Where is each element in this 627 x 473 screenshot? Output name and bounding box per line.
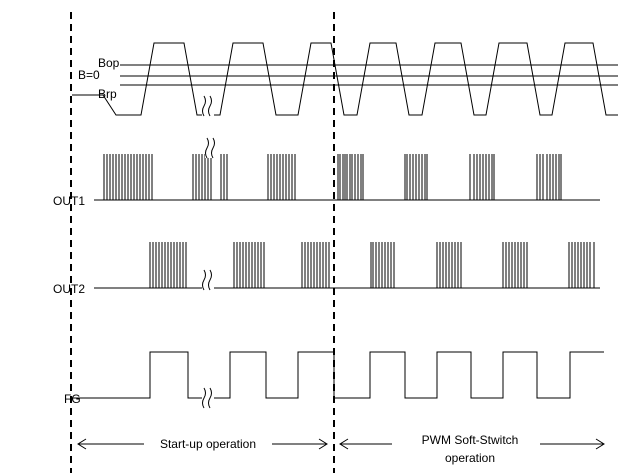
fg-waveform xyxy=(72,351,604,399)
label-out2: OUT2 xyxy=(53,282,85,296)
pwm-phase-label-line1: PWM Soft-Stwitch xyxy=(422,433,519,447)
out2-pulse-train xyxy=(149,242,595,288)
time-break-stroke-a xyxy=(202,95,206,117)
magnetic-field-waveform xyxy=(72,42,618,116)
time-break-stroke-b xyxy=(208,387,212,409)
time-break-stroke-b xyxy=(208,95,212,117)
startup-arrow xyxy=(77,438,328,450)
startup-phase-label: Start-up operation xyxy=(160,437,256,451)
out1-pulse-train xyxy=(103,154,562,200)
pwm-arrow xyxy=(339,438,605,450)
time-break-marks xyxy=(202,95,217,409)
time-break-stroke-a xyxy=(202,387,206,409)
time-break-stroke-a xyxy=(202,269,206,291)
time-break-mark-0 xyxy=(202,95,214,117)
time-break-stroke-b xyxy=(208,269,212,291)
time-break-mark-1 xyxy=(205,137,217,159)
label-b-zero: B=0 xyxy=(78,68,100,82)
time-break-stroke-b xyxy=(211,137,215,159)
label-brp: Brp xyxy=(98,87,117,101)
label-out1: OUT1 xyxy=(53,194,85,208)
label-fg: FG xyxy=(64,392,81,406)
time-break-mark-3 xyxy=(202,387,214,409)
label-bop: Bop xyxy=(98,56,120,70)
time-break-mark-2 xyxy=(202,269,214,291)
time-break-stroke-a xyxy=(205,137,209,159)
pwm-phase-label-line2: operation xyxy=(445,451,495,465)
